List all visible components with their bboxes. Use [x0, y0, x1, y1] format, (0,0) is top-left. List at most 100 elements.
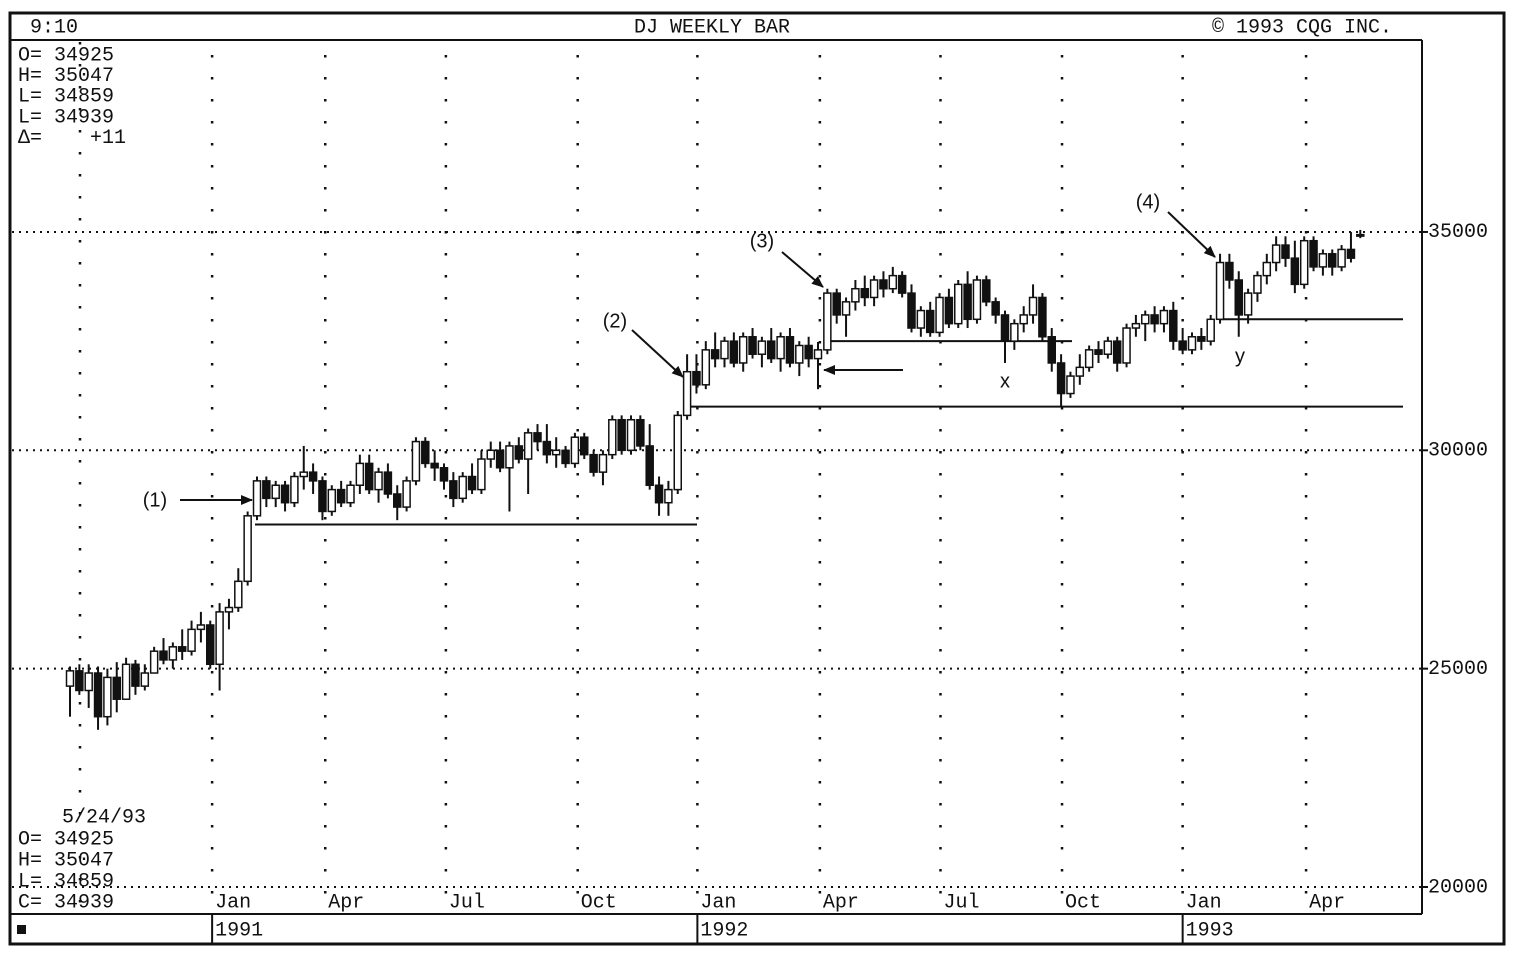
y-tick-label: 30000 — [1428, 440, 1488, 463]
candle-body — [159, 650, 168, 661]
x-tick-label: Jul — [943, 891, 979, 914]
candle-body — [767, 340, 776, 360]
candle-body — [1075, 366, 1085, 377]
candle-body — [972, 279, 982, 321]
candle-body — [869, 279, 879, 299]
x-tick-label: Jan — [700, 891, 736, 914]
readout-line: L= 34859 — [18, 86, 114, 109]
candle-body — [458, 475, 467, 500]
candle-body — [280, 484, 290, 504]
candle-body — [963, 283, 972, 321]
candle-body — [935, 296, 944, 334]
candle-body — [701, 349, 711, 386]
candle-body — [841, 301, 851, 316]
candle-body — [1084, 349, 1094, 369]
candle-body — [495, 449, 505, 469]
candle-body — [430, 462, 439, 469]
candle-body — [785, 336, 795, 364]
candle-body — [467, 475, 477, 491]
candle-body — [879, 279, 888, 290]
candle-body — [383, 471, 393, 495]
candle-body — [374, 471, 383, 491]
candle-body — [234, 580, 243, 609]
candle-body — [1253, 274, 1262, 294]
candle-body — [215, 611, 224, 666]
candle-body — [196, 624, 206, 631]
candle-body — [206, 624, 215, 666]
candle-body — [1281, 244, 1290, 259]
candle-body — [804, 344, 813, 360]
candle-body — [1028, 296, 1038, 316]
candle-body — [1103, 340, 1113, 355]
annotation: (2) — [603, 310, 627, 332]
candle-body — [954, 283, 963, 325]
candle-body — [1056, 362, 1066, 395]
annotation: (4) — [1136, 191, 1160, 213]
readout-line: O= 34925 — [18, 828, 114, 851]
candle-body — [673, 414, 682, 491]
candle-body — [1122, 327, 1131, 364]
candle-body — [1141, 314, 1150, 325]
candle-body — [551, 449, 561, 456]
year-label: 1992 — [700, 919, 748, 942]
candle-body — [636, 418, 645, 447]
readout-date: 5/24/93 — [62, 806, 146, 829]
candle-body — [271, 484, 280, 500]
candle-body — [1094, 349, 1103, 355]
candle-body — [626, 418, 636, 452]
candle-body — [1047, 336, 1056, 364]
arrow — [781, 251, 824, 288]
readout-line: L= 34939 — [18, 106, 114, 129]
candle-body — [589, 453, 598, 473]
candle-body — [664, 488, 673, 504]
candle-body — [1290, 257, 1300, 286]
candle-body — [654, 484, 664, 504]
candle-body — [1178, 340, 1187, 351]
candle-body — [364, 462, 374, 491]
candle-body — [505, 445, 514, 469]
candle-body — [262, 480, 271, 500]
x-tick-label: Oct — [581, 891, 617, 914]
annotation: (3) — [750, 230, 774, 252]
annotation: x — [1000, 370, 1010, 392]
candle-body — [645, 445, 654, 486]
candle-body — [580, 436, 589, 456]
x-tick-label: Jul — [449, 891, 485, 914]
candle-body — [1262, 261, 1272, 277]
candle-body — [1131, 322, 1141, 329]
readout-line: H= 35047 — [18, 65, 114, 88]
candle-body — [177, 646, 187, 652]
chart-title: DJ WEEKLY BAR — [634, 16, 790, 39]
candle-body — [832, 292, 841, 316]
readout-line: L= 34859 — [18, 870, 114, 893]
candle-body — [252, 480, 262, 517]
candle-body — [813, 349, 823, 360]
candle-body — [140, 672, 150, 687]
candle-body — [477, 458, 486, 491]
candle-body — [1038, 296, 1047, 338]
annotation: y — [1235, 345, 1245, 367]
candle-body — [149, 650, 159, 674]
candle-body — [1169, 309, 1178, 342]
candle-body — [421, 440, 430, 465]
candle-body — [720, 340, 729, 360]
candle-body — [355, 462, 365, 486]
candle-body — [121, 663, 131, 700]
candle-body — [542, 440, 552, 456]
candle-body — [729, 340, 739, 364]
readout-line: H= 35047 — [18, 849, 114, 872]
candle-body — [925, 309, 935, 334]
candle-body — [514, 445, 524, 460]
candle-body — [93, 672, 103, 718]
arrow — [631, 329, 684, 378]
candle-body — [738, 336, 748, 364]
readout-line: O= 34925 — [18, 44, 114, 67]
candle-body — [131, 663, 140, 687]
candle-body — [1215, 261, 1225, 321]
candle-body — [598, 453, 608, 473]
candle-body — [411, 440, 421, 482]
candle-body — [1197, 336, 1206, 342]
candle-body — [608, 418, 617, 456]
candle-body — [65, 670, 75, 687]
